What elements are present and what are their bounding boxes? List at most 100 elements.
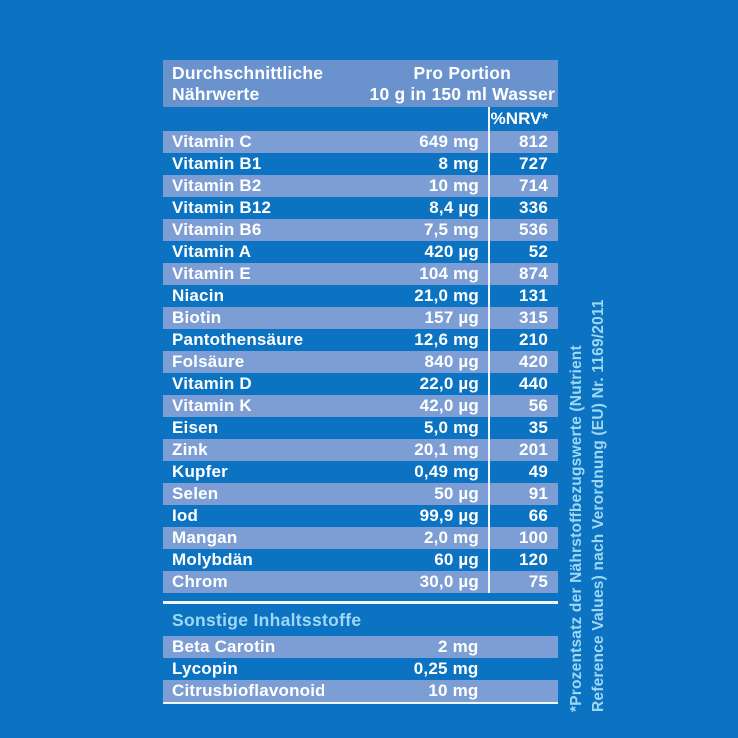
table-row: Vitamin C 649 mg 812 xyxy=(163,131,558,153)
bottom-divider xyxy=(163,701,558,704)
row-amount: 21,0 mg xyxy=(414,286,479,305)
row-amount: 60 µg xyxy=(434,550,479,569)
table-row: Vitamin B12 8,4 µg 336 xyxy=(163,197,558,219)
header-portion-line2: 10 g in 150 ml Wasser xyxy=(369,83,555,104)
row-amount: 2,0 mg xyxy=(423,528,479,547)
row-nrv-value: 315 xyxy=(488,307,558,329)
row-nrv-value: 131 xyxy=(488,285,558,307)
row-label: Selen xyxy=(172,484,219,503)
row-nrv-value: 210 xyxy=(488,329,558,351)
row-nrv-value: 52 xyxy=(488,241,558,263)
other-ingredients-title: Sonstige Inhaltsstoffe xyxy=(172,609,362,630)
header-portion-label: Pro Portion 10 g in 150 ml Wasser xyxy=(370,63,558,105)
row-label: Biotin xyxy=(172,308,222,327)
section-divider xyxy=(163,601,558,604)
footnote-line-2: Reference Values) nach Verordnung (EU) N… xyxy=(590,299,607,712)
row-nrv-value: 49 xyxy=(488,461,558,483)
row-amount: 7,5 mg xyxy=(423,220,479,239)
table-row: Vitamin D 22,0 µg 440 xyxy=(163,373,558,395)
row-label: Vitamin A xyxy=(172,242,252,261)
table-row: Chrom 30,0 µg 75 xyxy=(163,571,558,593)
row-amount: 50 µg xyxy=(434,484,479,503)
row-amount: 30,0 µg xyxy=(419,572,479,591)
table-header: Durchschnittliche Nährwerte Pro Portion … xyxy=(163,60,558,107)
table-row: Kupfer 0,49 mg 49 xyxy=(163,461,558,483)
row-label: Vitamin B6 xyxy=(172,220,262,239)
row-amount: 420 µg xyxy=(424,242,479,261)
table-row: Pantothensäure 12,6 mg 210 xyxy=(163,329,558,351)
row-amount: 104 mg xyxy=(419,264,479,283)
row-amount: 42,0 µg xyxy=(419,396,479,415)
header-nutrients-label: Durchschnittliche Nährwerte xyxy=(163,63,323,105)
row-nrv-value: 420 xyxy=(488,351,558,373)
row-label: Eisen xyxy=(172,418,219,437)
table-row: Vitamin E 104 mg 874 xyxy=(163,263,558,285)
nrv-header-row: %NRV* xyxy=(163,107,558,131)
row-label: Vitamin E xyxy=(172,264,251,283)
row-label: Lycopin xyxy=(172,658,238,678)
row-amount: 840 µg xyxy=(424,352,479,371)
row-nrv-value: 66 xyxy=(488,505,558,527)
row-label: Vitamin B12 xyxy=(172,198,272,217)
row-label: Niacin xyxy=(172,286,225,305)
row-nrv-value: 714 xyxy=(488,175,558,197)
table-row: Mangan 2,0 mg 100 xyxy=(163,527,558,549)
row-nrv-value: 727 xyxy=(488,153,558,175)
row-amount: 8 mg xyxy=(438,154,479,173)
row-nrv-value: 536 xyxy=(488,219,558,241)
table-row: Vitamin B1 8 mg 727 xyxy=(163,153,558,175)
row-nrv-value: 201 xyxy=(488,439,558,461)
row-nrv-value: 812 xyxy=(488,131,558,153)
row-amount: 22,0 µg xyxy=(419,374,479,393)
table-row: Molybdän 60 µg 120 xyxy=(163,549,558,571)
row-nrv-value: 75 xyxy=(488,571,558,593)
row-amount: 649 mg xyxy=(419,132,479,151)
header-portion-line1: Pro Portion xyxy=(413,62,512,83)
row-label: Pantothensäure xyxy=(172,330,304,349)
row-amount: 20,1 mg xyxy=(414,440,479,459)
row-spacer xyxy=(488,636,559,658)
table-row: Vitamin K 42,0 µg 56 xyxy=(163,395,558,417)
row-amount: 5,0 mg xyxy=(423,418,479,437)
nutrient-rows: Vitamin C 649 mg 812 Vitamin B1 8 mg 727 Vitam… xyxy=(163,131,558,593)
row-nrv-value: 336 xyxy=(488,197,558,219)
row-label: Vitamin D xyxy=(172,374,252,393)
table-row: Zink 20,1 mg 201 xyxy=(163,439,558,461)
row-amount: 10 mg xyxy=(428,680,479,700)
ingredient-row: Citrusbioflavonoide 10 mg xyxy=(163,679,558,702)
row-label: Vitamin B2 xyxy=(172,176,262,195)
table-row: Vitamin A 420 µg 52 xyxy=(163,241,558,263)
row-amount: 10 mg xyxy=(428,176,479,195)
row-amount: 157 µg xyxy=(424,308,479,327)
nutrition-table: Durchschnittliche Nährwerte Pro Portion … xyxy=(163,60,558,704)
table-row: Folsäure 840 µg 420 xyxy=(163,351,558,373)
row-label: Beta Carotin xyxy=(172,636,276,656)
row-amount: 0,49 mg xyxy=(414,462,479,481)
footnote: *Prozentsatz der Nährstoffbezugswerte (N… xyxy=(566,90,610,712)
row-label: Vitamin B1 xyxy=(172,154,262,173)
row-nrv-value: 91 xyxy=(488,483,558,505)
row-nrv-value: 56 xyxy=(488,395,558,417)
footnote-line-1: *Prozentsatz der Nährstoffbezugswerte (N… xyxy=(568,345,585,712)
row-spacer xyxy=(488,658,559,680)
other-ingredient-rows: Beta Carotin 2 mg Lycopin 0,25 mg Citrusbiof… xyxy=(163,635,559,702)
row-label: Iod xyxy=(172,506,199,525)
row-amount: 99,9 µg xyxy=(419,506,479,525)
row-label: Vitamin C xyxy=(172,132,252,151)
table-row: Vitamin B6 7,5 mg 536 xyxy=(163,219,558,241)
ingredient-row: Beta Carotin 2 mg xyxy=(163,635,559,658)
header-nutrients-line1: Durchschnittliche xyxy=(172,62,324,83)
row-label: Chrom xyxy=(172,572,228,591)
row-label: Molybdän xyxy=(172,550,253,569)
row-label: Mangan xyxy=(172,528,238,547)
table-row: Iod 99,9 µg 66 xyxy=(163,505,558,527)
table-row: Eisen 5,0 mg 35 xyxy=(163,417,558,439)
table-row: Niacin 21,0 mg 131 xyxy=(163,285,558,307)
table-row: Selen 50 µg 91 xyxy=(163,483,558,505)
nrv-column-header: %NRV* xyxy=(488,107,558,131)
row-nrv-value: 35 xyxy=(488,417,558,439)
row-nrv-value: 120 xyxy=(488,549,558,571)
table-row: Biotin 157 µg 315 xyxy=(163,307,558,329)
row-label: Vitamin K xyxy=(172,396,252,415)
